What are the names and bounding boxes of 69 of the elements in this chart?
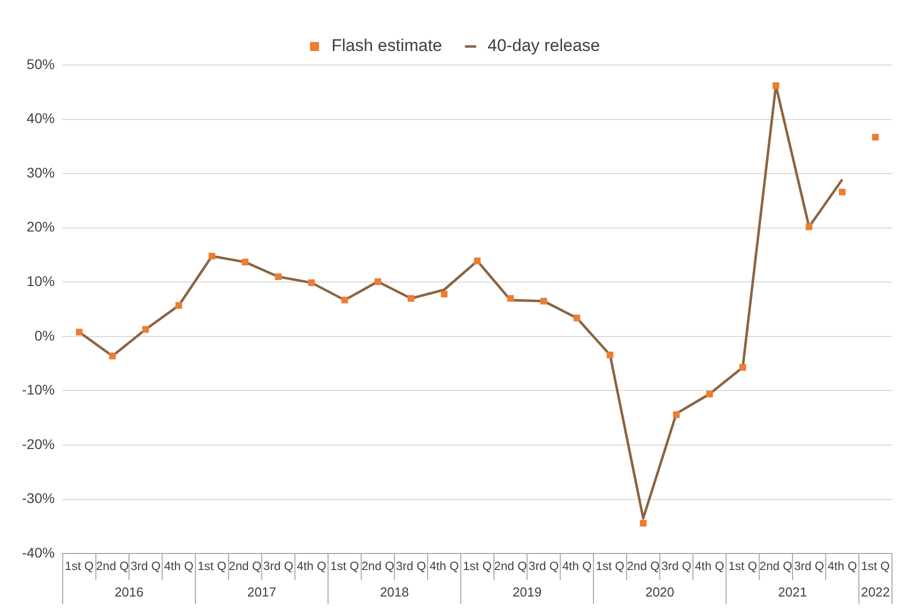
y-tick-label: 20% — [26, 218, 55, 235]
point — [208, 252, 216, 260]
x-tick-label: 3rd Q — [396, 559, 426, 574]
x-tick-label: 1st Q — [64, 559, 94, 574]
point — [872, 134, 879, 141]
point — [408, 295, 414, 302]
x-tick-label: 2nd Q — [96, 559, 129, 574]
x-tick-label: 4th Q — [694, 559, 724, 574]
point — [374, 278, 382, 285]
point — [673, 411, 680, 418]
x-tick-label: 2nd Q — [361, 559, 394, 574]
point — [772, 82, 780, 89]
y-tick-label: -30% — [22, 490, 55, 506]
x-tick-label: 3rd Q — [528, 559, 559, 574]
point — [242, 258, 248, 266]
x-tick-label: 4th Q — [296, 559, 326, 574]
x-tick-label: 2nd Q — [494, 559, 527, 574]
text: 2016 — [114, 584, 144, 600]
x-tick-label: 3rd Q — [794, 559, 824, 574]
x-tick-label: 1st Q — [198, 559, 226, 574]
x-tick-label: 1st Q — [728, 559, 758, 574]
x-tick-label: 3rd Q — [130, 559, 161, 574]
point — [507, 295, 514, 302]
point — [574, 314, 580, 322]
y-tick-label: 0% — [34, 327, 55, 344]
x-tick-label: 2nd Q — [228, 559, 262, 574]
text: 2018 — [380, 584, 409, 600]
x-tick-label: 1st Q — [861, 559, 890, 574]
point — [474, 258, 481, 264]
x-tick-label: 2nd Q — [760, 559, 792, 574]
point — [76, 328, 83, 336]
point — [440, 290, 448, 298]
y-tick-label: 30% — [26, 164, 55, 180]
text: 2019 — [512, 584, 542, 600]
x-tick-label: 3rd Q — [661, 559, 692, 574]
y-tick-label: 40% — [26, 110, 55, 126]
text: 2021 — [778, 584, 807, 600]
point — [806, 223, 812, 230]
point — [341, 296, 348, 304]
x-tick-label: 2nd Q — [626, 559, 660, 574]
point — [175, 302, 182, 309]
point — [838, 188, 846, 196]
x-tick-label: 4th Q — [562, 559, 592, 574]
point — [706, 390, 713, 398]
y-tick-label: -20% — [22, 436, 55, 452]
point — [606, 352, 614, 358]
point — [739, 364, 746, 371]
text: 2017 — [247, 584, 276, 600]
point — [640, 520, 647, 527]
x-tick-label: 3rd Q — [263, 559, 294, 574]
point — [109, 352, 116, 360]
point — [540, 298, 548, 304]
text: 2020 — [645, 584, 674, 600]
y-tick-label: 10% — [26, 273, 55, 290]
x-tick-label: 4th Q — [164, 559, 194, 574]
point — [142, 326, 149, 333]
y-tick-label: -10% — [22, 382, 55, 398]
x-tick-label: 4th Q — [429, 559, 459, 574]
x-tick-label: 4th Q — [828, 559, 857, 574]
y-tick-label: 50% — [26, 56, 55, 72]
x-tick-label: 1st Q — [463, 559, 492, 574]
x-tick-label: 1st Q — [330, 559, 359, 574]
point — [274, 273, 282, 280]
text: 2022 — [860, 584, 890, 600]
legend-label: 40-day release — [488, 36, 600, 56]
y-tick-label: -40% — [22, 544, 55, 560]
legend-label: Flash estimate — [332, 36, 442, 56]
point — [308, 279, 315, 286]
x-tick-label: 1st Q — [596, 559, 624, 574]
